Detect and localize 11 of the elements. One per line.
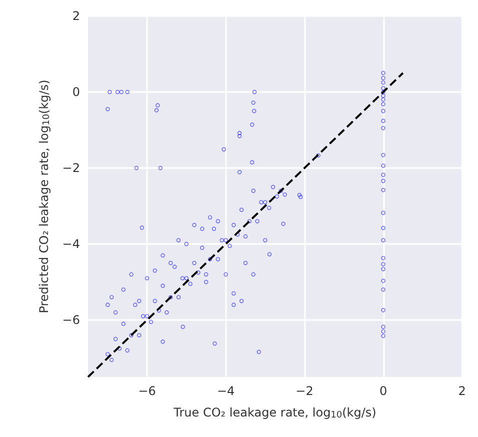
y-tick-label: −4 [62,237,80,251]
y-tick-label: 0 [72,85,80,99]
x-tick-label: 0 [379,384,388,398]
y-tick-label: −6 [62,313,80,327]
y-tick-label: −2 [62,161,80,175]
x-tick-label: −6 [138,384,156,398]
x-tick-label: −2 [296,384,314,398]
y-axis-title: Predicted CO₂ leakage rate, log10(kg/s) [36,80,52,314]
y-tick-label: 2 [72,9,80,23]
x-tick-label: −4 [216,384,235,398]
x-tick-label: 2 [458,384,466,398]
